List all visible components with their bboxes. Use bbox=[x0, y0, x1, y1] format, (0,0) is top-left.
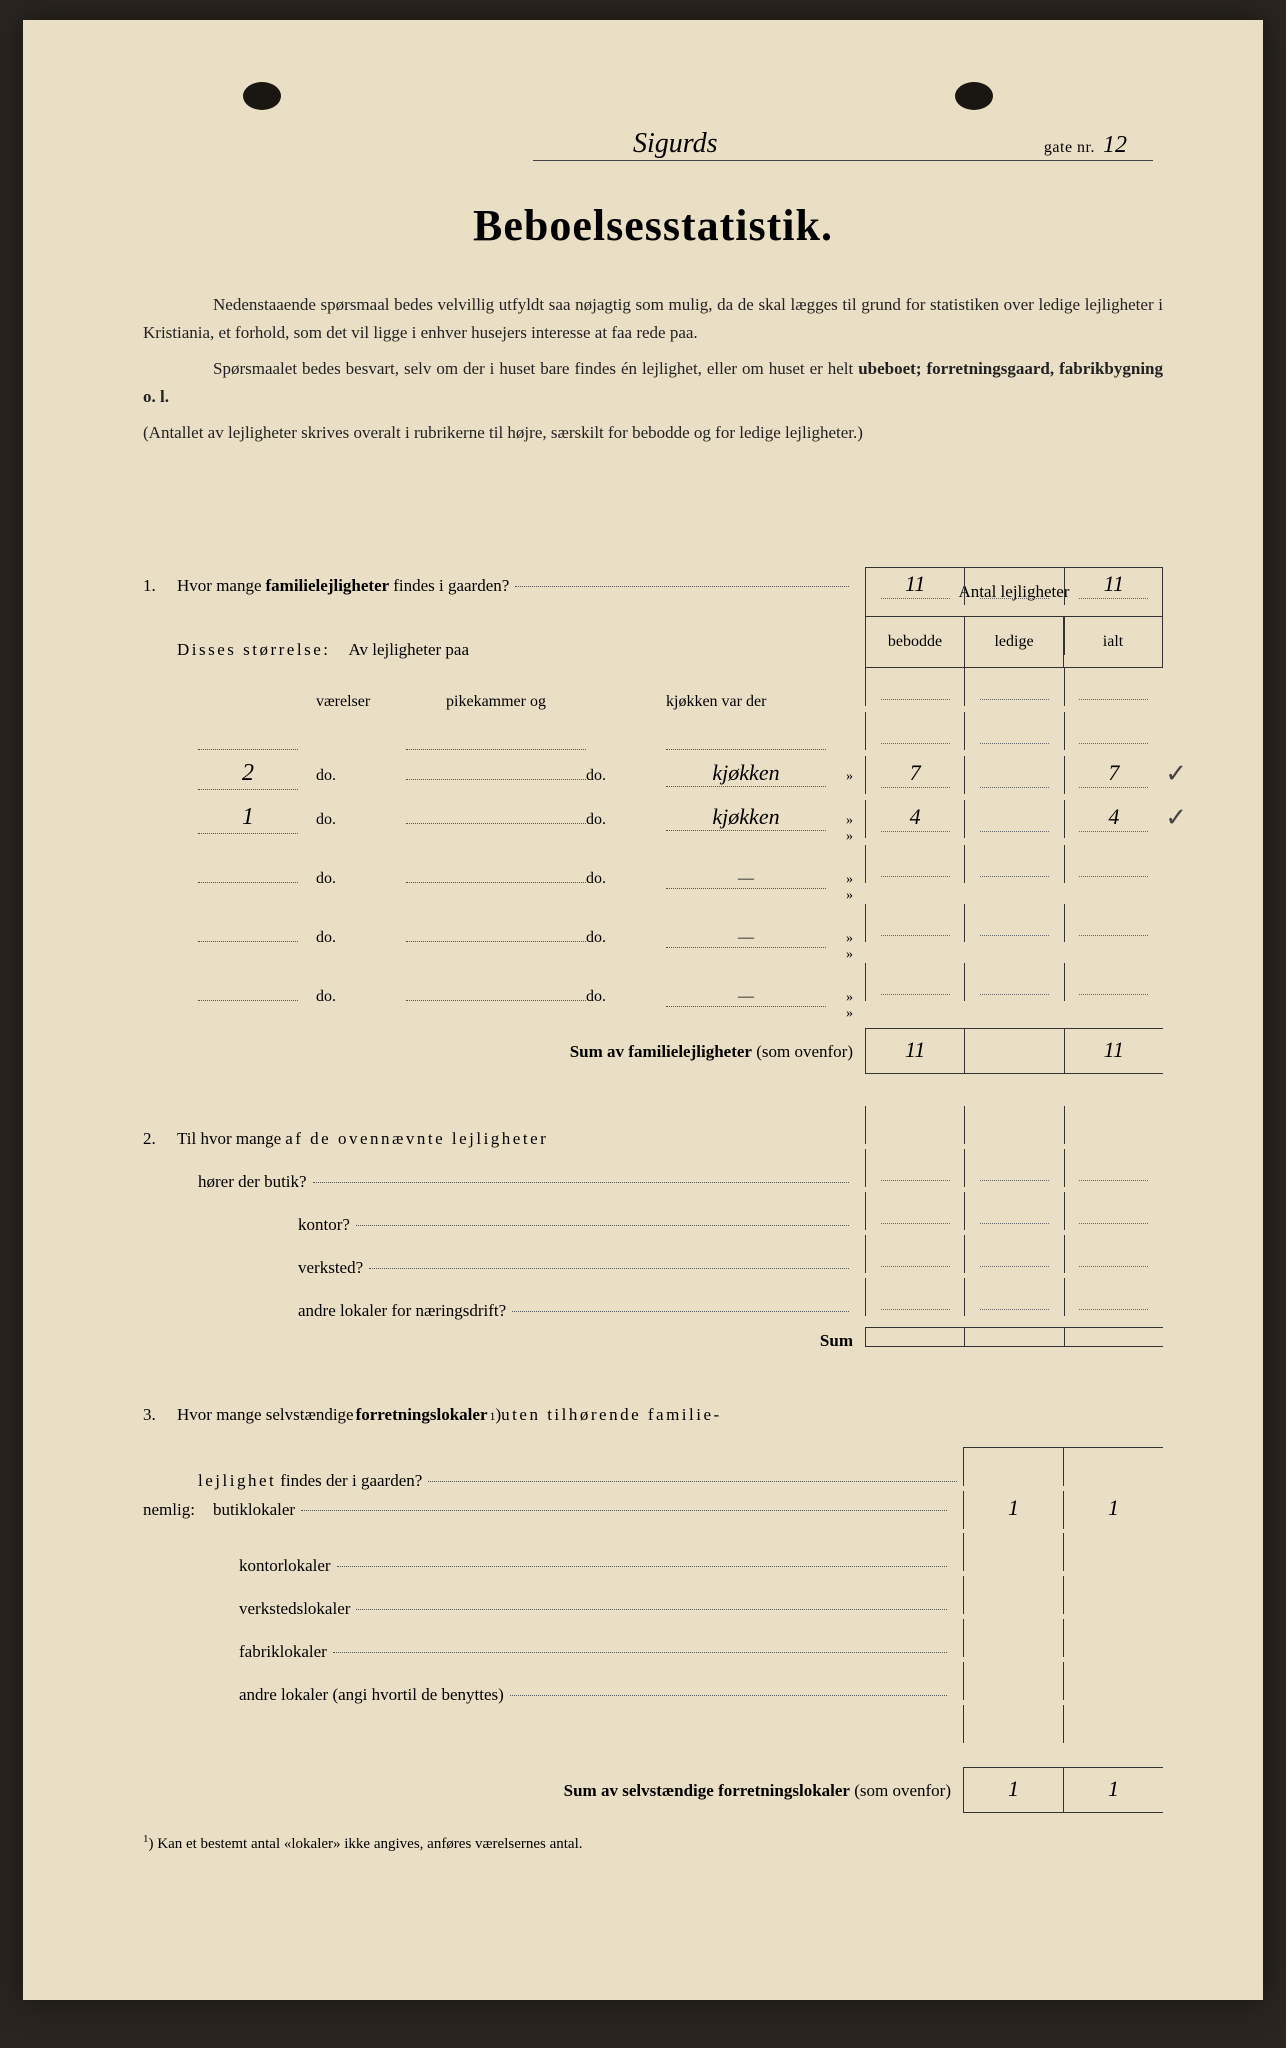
q3-l2b: findes der i gaarden? bbox=[280, 1471, 422, 1491]
room-row: 1do.do.kjøkken» »44✓ bbox=[198, 800, 1163, 845]
intro-paragraph-1: Nedenstaaende spørsmaal bedes velvillig … bbox=[143, 291, 1163, 347]
intro-paragraph-3: (Antallet av lejligheter skrives overalt… bbox=[143, 419, 1163, 447]
q3-sum-b: (som ovenfor) bbox=[850, 1781, 951, 1800]
q2-sum-label: Sum bbox=[820, 1331, 853, 1350]
q1-sum-ledige bbox=[964, 1029, 1063, 1073]
nemlig-label: nemlig: bbox=[143, 1500, 195, 1520]
q1-text-a: Hvor mange bbox=[177, 576, 262, 596]
q2-line1a: Til hvor mange bbox=[177, 1129, 281, 1149]
q3-l2a: lejlighet bbox=[198, 1471, 276, 1491]
room-row: 2do.do.kjøkken»77✓ bbox=[198, 756, 1163, 800]
punch-hole-right bbox=[955, 82, 993, 110]
street-name-handwritten: Sigurds bbox=[533, 128, 1014, 160]
q1-sum-label-b: (som ovenfor) bbox=[752, 1042, 853, 1061]
room-row: do.do.—» » bbox=[198, 963, 1163, 1022]
q3-sum-a: Sum av selvstændige forretningslokaler bbox=[564, 1781, 850, 1800]
header-address-line: Sigurds gate nr. 12 bbox=[533, 128, 1153, 161]
head-pike: pikekammer og bbox=[406, 693, 586, 711]
q1-ialt: 11 bbox=[1064, 567, 1163, 605]
form-content: Antal lejligheter bebodde ledige ialt 1.… bbox=[143, 567, 1163, 1853]
question-2: 2. Til hvor mange af de ovennævnte lejli… bbox=[143, 1106, 1163, 1375]
q3-l1b: forretningslokaler bbox=[356, 1405, 488, 1425]
footnote: 1) Kan et bestemt antal «lokaler» ikke a… bbox=[143, 1833, 1163, 1853]
q3-item-row: nemlig:butiklokaler11 bbox=[143, 1491, 1163, 1533]
intro-text-3: (Antallet av lejligheter skrives overalt… bbox=[143, 423, 863, 442]
intro-paragraph-2: Spørsmaalet bedes besvart, selv om der i… bbox=[143, 355, 1163, 411]
room-header-row: værelser pikekammer og kjøkken var der bbox=[198, 668, 1163, 712]
q3-sum-ialt: 1 bbox=[1063, 1768, 1163, 1812]
document-page: Sigurds gate nr. 12 Beboelsesstatistik. … bbox=[23, 20, 1263, 2000]
q1-sum-row: Sum av familielejligheter (som ovenfor) … bbox=[143, 1028, 1163, 1076]
room-size-table: værelser pikekammer og kjøkken var der 2… bbox=[198, 668, 1163, 1022]
q3-item-row: andre lokaler (angi hvortil de benyttes) bbox=[143, 1662, 1163, 1705]
head-vaerelser: værelser bbox=[316, 693, 406, 711]
q1-number: 1. bbox=[143, 576, 177, 596]
q3-item-row: kontorlokaler bbox=[143, 1533, 1163, 1576]
q3-item-row: fabriklokaler bbox=[143, 1619, 1163, 1662]
q3-l1d: uten tilhørende familie- bbox=[501, 1405, 722, 1425]
q2-number: 2. bbox=[143, 1129, 177, 1149]
q3-sum-ledige: 1 bbox=[963, 1768, 1063, 1812]
question-1: 1. Hvor mange familielejligheter findes … bbox=[143, 567, 1163, 609]
room-row: do.do.—» » bbox=[198, 904, 1163, 963]
q2-verksted: verksted? bbox=[298, 1258, 363, 1278]
q1-sum-ialt: 11 bbox=[1064, 1029, 1163, 1073]
footnote-text: ) Kan et bestemt antal «lokaler» ikke an… bbox=[149, 1836, 583, 1852]
q1-text-c: findes i gaarden? bbox=[393, 576, 509, 596]
q3-item-row: verkstedslokaler bbox=[143, 1576, 1163, 1619]
q1-disses: Disses størrelse: bbox=[177, 640, 330, 660]
q1-bebodde: 11 bbox=[865, 567, 964, 605]
q2-line1b: af de ovennævnte lejligheter bbox=[285, 1129, 548, 1149]
q1-sum-label-a: Sum av familielejligheter bbox=[570, 1042, 752, 1061]
gate-label: gate nr. bbox=[1044, 139, 1095, 157]
head-kjokken: kjøkken var der bbox=[666, 693, 826, 711]
room-row: do.do.—» » bbox=[198, 845, 1163, 904]
intro-text-1: Nedenstaaende spørsmaal bedes velvillig … bbox=[143, 295, 1163, 342]
q3-l1a: Hvor mange selvstændige bbox=[177, 1405, 354, 1425]
punch-hole-left bbox=[243, 82, 281, 110]
q1-sum-bebodde: 11 bbox=[865, 1029, 964, 1073]
q1-disses-sub: Av lejligheter paa bbox=[348, 640, 469, 660]
q3-number: 3. bbox=[143, 1405, 177, 1425]
room-row bbox=[198, 712, 1163, 756]
q1-disses-row: Disses størrelse: Av lejligheter paa bbox=[143, 617, 1163, 660]
street-number-handwritten: 12 bbox=[1103, 132, 1153, 159]
question-3: 3. Hvor mange selvstændige forretningslo… bbox=[143, 1405, 1163, 1815]
q2-kontor: kontor? bbox=[298, 1215, 350, 1235]
q1-ledige bbox=[964, 567, 1063, 605]
q1-text-b: familielejligheter bbox=[266, 576, 390, 596]
q2-butik: hører der butik? bbox=[198, 1172, 307, 1192]
intro-text-2a: Spørsmaalet bedes besvart, selv om der i… bbox=[213, 359, 858, 378]
q2-andre: andre lokaler for næringsdrift? bbox=[298, 1301, 506, 1321]
document-title: Beboelsesstatistik. bbox=[143, 200, 1163, 251]
